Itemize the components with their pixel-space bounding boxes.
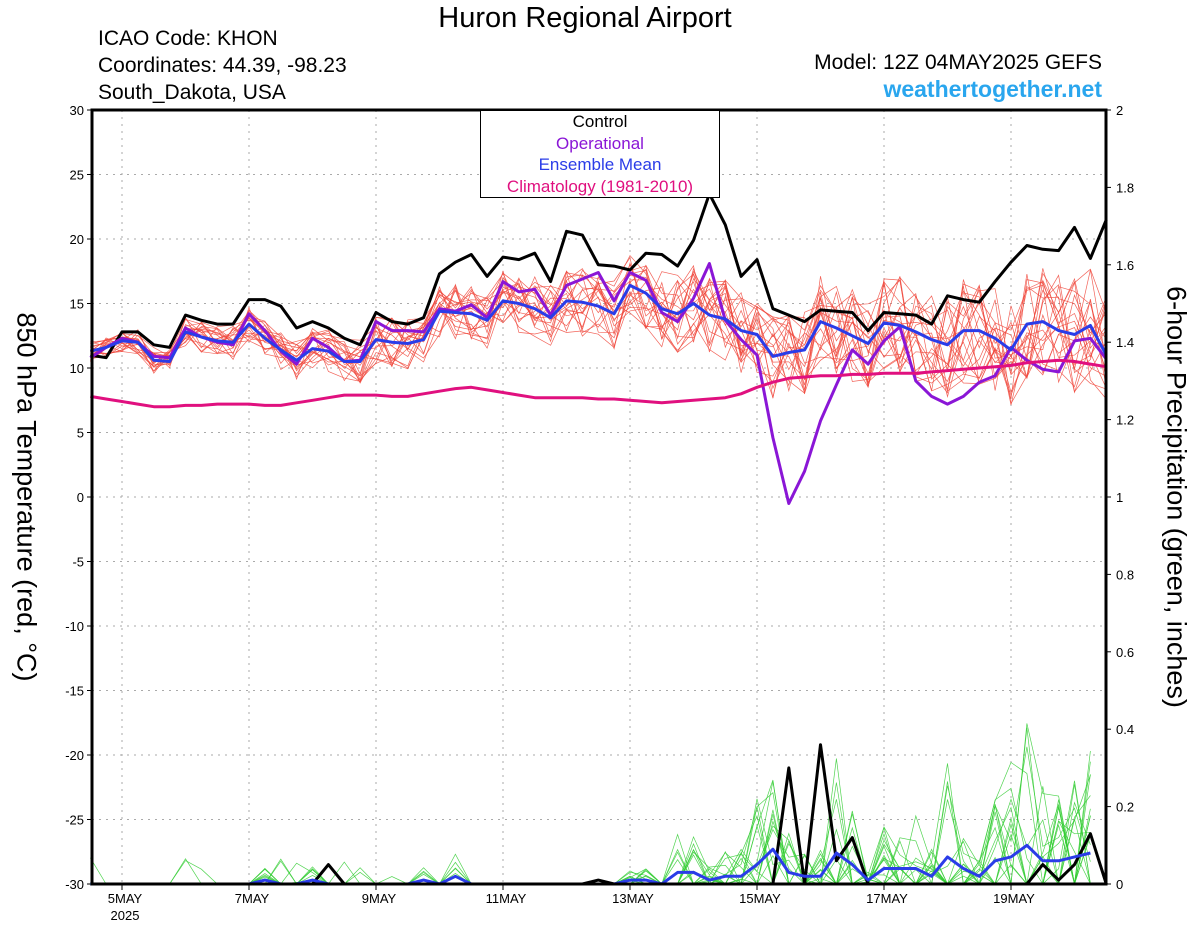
series-line-ensemble-mean-temperature bbox=[89, 283, 1108, 363]
y-tick-label-left: -5 bbox=[72, 555, 84, 570]
y-tick-label-right: 1 bbox=[1116, 490, 1123, 505]
y-tick-label-right: 0.8 bbox=[1116, 567, 1134, 582]
x-tick-label: 5MAY bbox=[108, 891, 143, 906]
series-line-control-temperature bbox=[90, 192, 1108, 360]
x-tick-label: 19MAY bbox=[993, 891, 1035, 906]
y-tick-label-left: 20 bbox=[70, 232, 84, 247]
y-tick-label-right: 0.2 bbox=[1116, 800, 1134, 815]
y-tick-label-left: 30 bbox=[70, 103, 84, 118]
x-tick-label: 13MAY bbox=[612, 891, 654, 906]
y-tick-label-left: -15 bbox=[65, 684, 84, 699]
location: South_Dakota, USA bbox=[98, 81, 286, 104]
chart-title: Huron Regional Airport bbox=[438, 2, 732, 34]
ensemble-member-temperature bbox=[90, 269, 1107, 384]
x-tick-label: 15MAY bbox=[739, 891, 781, 906]
ensemble-member-precipitation bbox=[90, 723, 1091, 885]
x-tick-label: 11MAY bbox=[486, 891, 527, 906]
legend-climatology: Climatology (1981-2010) bbox=[506, 176, 694, 196]
legend-control: Control bbox=[572, 112, 628, 131]
y-tick-label-right: 1.2 bbox=[1116, 413, 1134, 428]
legend-operational: Operational bbox=[556, 133, 644, 153]
y-tick-label-right: 1.8 bbox=[1116, 180, 1134, 195]
y-tick-label-left: -25 bbox=[65, 813, 84, 828]
x-tick-label: 7MAY bbox=[235, 891, 270, 906]
y-tick-label-left: 5 bbox=[77, 426, 84, 441]
y-tick-label-left: 0 bbox=[77, 490, 84, 505]
series-line-operational-temperature bbox=[89, 262, 1108, 505]
x-tick-label: 17MAY bbox=[866, 891, 908, 906]
y-tick-label-left: -30 bbox=[65, 877, 84, 892]
ensemble-member-precipitation bbox=[90, 811, 1091, 885]
legend-ensemble-mean: Ensemble Mean bbox=[538, 155, 662, 174]
ensemble-member-temperature bbox=[90, 270, 1107, 399]
y-tick-label-right: 0 bbox=[1116, 877, 1123, 892]
ensemble-member-precipitation bbox=[90, 806, 1091, 885]
y-tick-label-left: 15 bbox=[70, 297, 84, 312]
y-tick-label-right: 0.4 bbox=[1116, 722, 1134, 737]
ensemble-member-temperature bbox=[90, 270, 1107, 394]
y-tick-label-left: 25 bbox=[70, 168, 84, 183]
ensemble-member-temperature bbox=[90, 264, 1107, 394]
y-tick-label-left: -20 bbox=[65, 748, 84, 763]
coordinates: Coordinates: 44.39, -98.23 bbox=[98, 54, 347, 77]
ensemble-member-temperature bbox=[90, 281, 1107, 388]
y-tick-label-right: 1.4 bbox=[1116, 335, 1134, 350]
ensemble-member-temperature bbox=[90, 262, 1107, 393]
ensemble-member-precipitation bbox=[90, 799, 1091, 885]
ensemble-member-precipitation bbox=[90, 799, 1091, 885]
ensemble-member-precipitation bbox=[90, 798, 1091, 885]
model-run: Model: 12Z 04MAY2025 GEFS bbox=[814, 51, 1102, 74]
y-tick-label-left: -10 bbox=[65, 619, 84, 634]
icao-code: ICAO Code: KHON bbox=[98, 27, 278, 50]
x-year-label: 2025 bbox=[111, 908, 140, 923]
y-tick-label-right: 2 bbox=[1116, 103, 1123, 118]
legend: Control Operational Ensemble Mean Climat… bbox=[480, 110, 720, 198]
ensemble-member-temperature bbox=[90, 279, 1107, 405]
y-tick-label-right: 0.6 bbox=[1116, 645, 1134, 660]
website-link[interactable]: weathertogether.net bbox=[883, 76, 1102, 102]
ensemble-member-temperature bbox=[90, 272, 1107, 385]
y-tick-label-left: 10 bbox=[70, 361, 84, 376]
series-line-climatology-1981-2010-temperature bbox=[90, 358, 1107, 409]
ensemble-member-precipitation bbox=[90, 810, 1091, 885]
x-tick-label: 9MAY bbox=[362, 891, 397, 906]
y-tick-label-right: 1.6 bbox=[1116, 258, 1134, 273]
